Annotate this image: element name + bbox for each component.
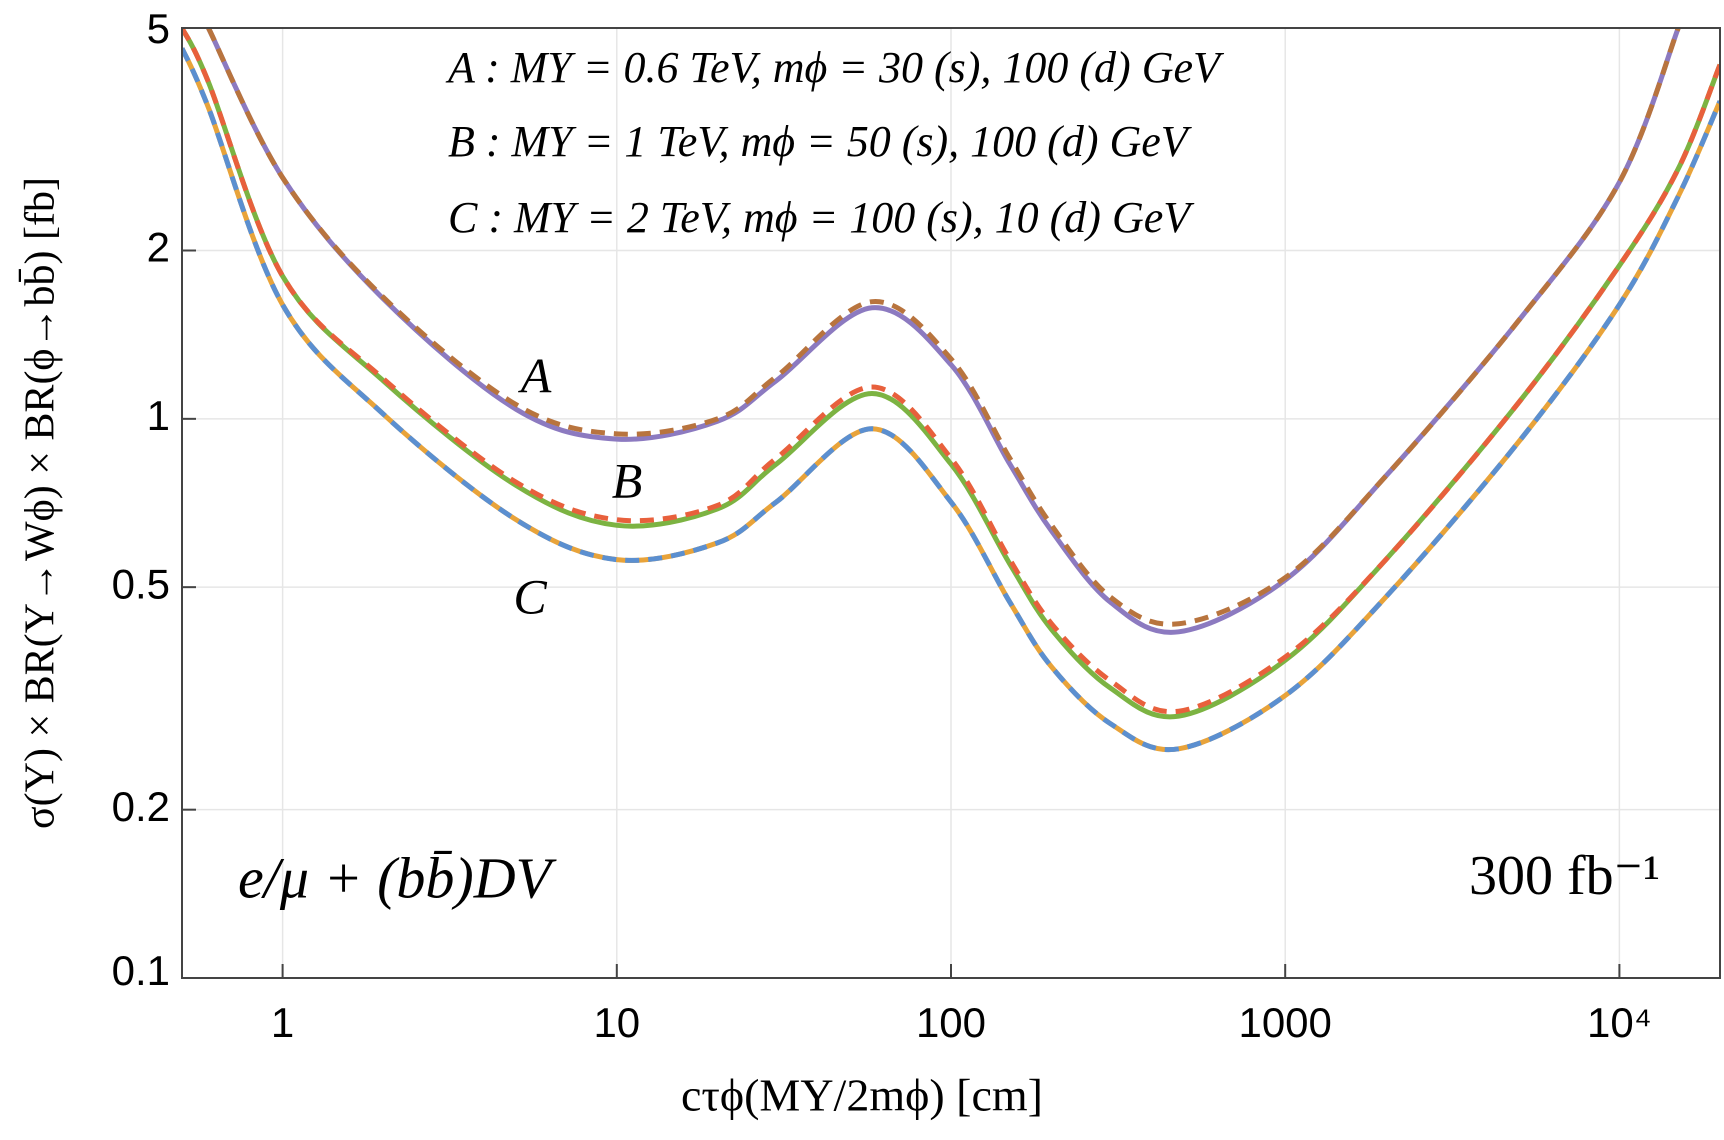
curve-label: A [518, 347, 552, 403]
dashed-curve [182, 47, 1720, 753]
y-tick-label: 2 [147, 224, 170, 271]
legend-text: B : MΥ = 1 TeV, mϕ = 50 (s), 100 (d) GeV [448, 117, 1193, 166]
x-axis-label: cτϕ(MΥ/2mϕ) [cm] [681, 1070, 1043, 1121]
x-tick-label: 10⁴ [1587, 999, 1652, 1046]
channel-label: e/μ + (bb̄)DV [238, 845, 558, 910]
y-tick-label: 5 [147, 5, 170, 52]
dashed-curve [182, 28, 1720, 715]
y-tick-label: 0.2 [112, 783, 170, 830]
y-tick-label: 0.1 [112, 947, 170, 994]
curve-label: C [513, 568, 547, 624]
x-tick-label: 100 [916, 999, 986, 1046]
y-axis-label: σ(Υ) × BR(Υ→Wϕ) × BR(ϕ→bb̄) [fb] [17, 177, 63, 829]
curves [182, 28, 1720, 753]
legend-text: C : MΥ = 2 TeV, mϕ = 100 (s), 10 (d) GeV [448, 193, 1195, 242]
luminosity-label: 300 fb⁻¹ [1469, 845, 1660, 907]
legend-text: A : MΥ = 0.6 TeV, mϕ = 30 (s), 100 (d) G… [445, 43, 1225, 92]
dashed-curve [206, 28, 1681, 627]
x-tick-label: 10 [593, 999, 640, 1046]
y-tick-label: 1 [147, 392, 170, 439]
y-tick-label: 0.5 [112, 560, 170, 607]
x-tick-label: 1 [271, 999, 294, 1046]
curve-label: B [612, 452, 643, 508]
x-tick-label: 1000 [1238, 999, 1331, 1046]
